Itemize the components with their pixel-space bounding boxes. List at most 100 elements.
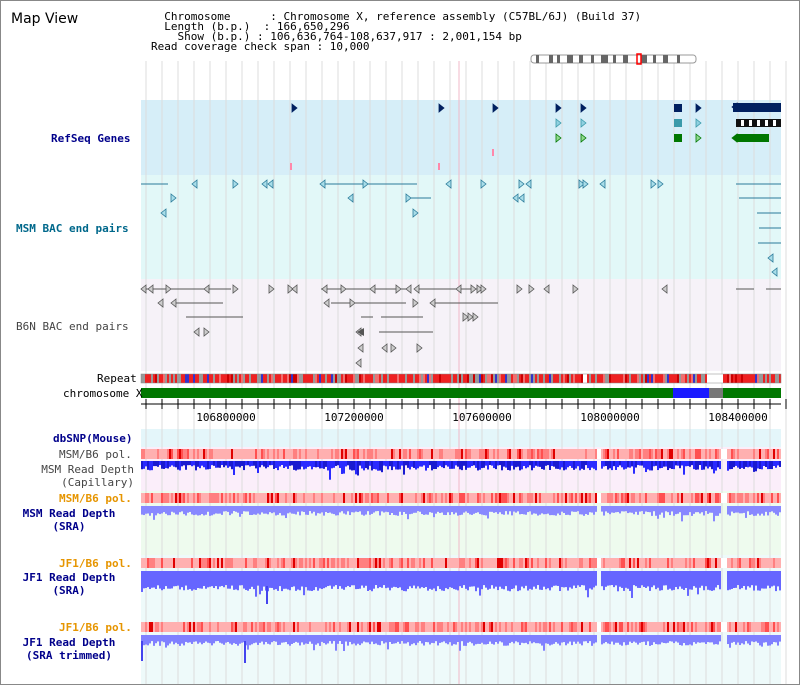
polymorphism-bin [399,493,401,503]
polymorphism-bin [321,558,323,568]
polymorphism-bin [415,622,417,632]
polymorphism-bin [501,558,503,568]
repeat-segment [767,374,769,383]
polymorphism-bin [227,622,229,632]
depth-bin [295,571,297,591]
repeat-segment [635,374,637,383]
polymorphism-bin [521,558,523,568]
depth-bin [143,571,145,589]
track-label-msm-bac[interactable]: MSM BAC end pairs [16,222,129,235]
repeat-segment [669,374,671,383]
depth-bin [417,635,419,643]
depth-bin [573,461,575,470]
depth-bin [685,506,687,516]
depth-bin [691,506,693,516]
polymorphism-bin [175,558,177,568]
polymorphism-bin [763,449,765,459]
track-label-jf1-b6-pol-2[interactable]: JF1/B6 pol. [59,621,132,634]
depth-bin [151,461,153,471]
polymorphism-bin [291,449,293,459]
polymorphism-bin [707,558,709,568]
depth-bin [259,635,261,643]
polymorphism-bin [231,622,233,632]
polymorphism-bin [589,449,591,459]
feature-arrow [291,284,298,294]
polymorphism-bin [587,558,589,568]
depth-bin [655,461,657,466]
polymorphism-bin [345,493,347,503]
track-label-dbsnp[interactable]: dbSNP(Mouse) [53,432,133,445]
depth-bin [499,461,501,466]
depth-bin [705,461,707,467]
depth-bin [339,506,341,513]
depth-bin [245,571,247,590]
polymorphism-bin [187,449,189,459]
depth-bin [267,461,269,468]
depth-bin [181,506,183,512]
polymorphism-bin [683,493,685,503]
repeat-segment [159,374,161,383]
depth-bin [531,461,533,471]
polymorphism-bin [611,449,613,459]
polymorphism-bin [333,493,335,503]
depth-bin [329,635,331,642]
track-label-jf1-depth-trimmed[interactable]: JF1 Read Depth (SRA trimmed) [22,636,116,662]
depth-bin [661,461,663,469]
depth-bin [667,461,669,471]
depth-bin [171,571,173,589]
polymorphism-bin [335,622,337,632]
polymorphism-bin [331,622,333,632]
polymorphism-bin [655,493,657,503]
depth-bin [219,506,221,514]
depth-bin [463,635,465,646]
polymorphism-bin [713,449,715,459]
depth-bin [643,571,645,587]
polymorphism-bin [291,493,293,503]
track-label-msm-b6-pol-2[interactable]: MSM/B6 pol. [59,492,132,505]
depth-bin [657,571,659,588]
depth-bin [619,635,621,645]
depth-bin [415,571,417,589]
repeat-segment [741,374,743,383]
polymorphism-bin [615,622,617,632]
polymorphism-bin [329,449,331,459]
polymorphism-bin [717,449,719,459]
repeat-segment [303,374,305,383]
track-label-jf1-depth-sra[interactable]: JF1 Read Depth (SRA) [22,571,116,597]
polymorphism-bin [165,493,167,503]
polymorphism-bin [285,493,287,503]
depth-bin [583,506,585,516]
track-label-msm-depth-sra[interactable]: MSM Read Depth (SRA) [22,507,116,533]
depth-bin [421,571,423,588]
polymorphism-bin [701,493,703,503]
depth-bin [305,461,307,469]
repeat-segment [655,374,657,383]
track-label-msm-depth-capillary[interactable]: MSM Read Depth (Capillary) [41,463,134,489]
polymorphism-bin [537,449,539,459]
polymorphism-bin [437,493,439,503]
depth-bin [473,506,475,514]
depth-bin [155,461,157,467]
track-label-jf1-b6-pol-1[interactable]: JF1/B6 pol. [59,557,132,570]
polymorphism-bin [377,449,379,459]
polymorphism-bin [439,493,441,503]
polymorphism-bin [187,558,189,568]
depth-bin [341,461,343,474]
depth-bin [751,571,753,586]
depth-bin [487,635,489,644]
track-label-b6n-bac[interactable]: B6N BAC end pairs [16,320,129,333]
polymorphism-bin [379,558,381,568]
polymorphism-bin [285,558,287,568]
polymorphism-bin [159,449,161,459]
depth-bin [589,571,591,589]
repeat-segment [603,374,605,383]
polymorphism-bin [577,493,579,503]
depth-bin [463,506,465,513]
polymorphism-bin [423,558,425,568]
track-label-msm-b6-pol-1[interactable]: MSM/B6 pol. [59,448,132,461]
polymorphism-bin [141,622,143,632]
feature-arrow [599,179,606,189]
repeat-segment [319,374,321,383]
polymorphism-bin [239,493,241,503]
track-label-refseq[interactable]: RefSeq Genes [51,132,131,145]
